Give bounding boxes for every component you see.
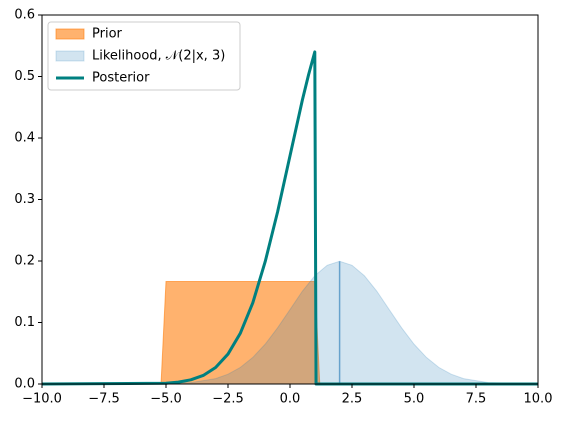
legend-swatch bbox=[55, 50, 85, 62]
legend-label: Likelihood, 𝒩(2|x, 3) bbox=[92, 49, 225, 64]
y-tick-label: 0.3 bbox=[14, 192, 35, 207]
x-tick-label: 10.0 bbox=[524, 392, 553, 407]
x-tick-label: −7.5 bbox=[88, 392, 120, 407]
legend-box bbox=[47, 21, 241, 91]
legend: Prior Likelihood, 𝒩(2|x, 3) Posterior bbox=[47, 21, 241, 91]
area bbox=[41, 260, 539, 385]
y-tick-label: 0.0 bbox=[14, 377, 35, 392]
legend-label: Posterior bbox=[92, 71, 150, 86]
x-tick-label: −2.5 bbox=[212, 392, 244, 407]
legend-swatch bbox=[55, 28, 85, 40]
y-tick-label: 0.4 bbox=[14, 131, 35, 146]
y-tick-label: 0.5 bbox=[14, 69, 35, 84]
legend-label: Prior bbox=[92, 27, 123, 42]
line bbox=[41, 50, 538, 386]
y-tick-label: 0.6 bbox=[14, 8, 35, 23]
x-tick-label: 2.5 bbox=[342, 392, 363, 407]
x-tick-label: 7.5 bbox=[466, 392, 487, 407]
x-tick-label: −10.0 bbox=[22, 392, 62, 407]
x-tick-label: −5.0 bbox=[150, 392, 182, 407]
y-tick-label: 0.1 bbox=[14, 315, 35, 330]
x-tick-label: 0.0 bbox=[280, 392, 301, 407]
x-tick-label: 5.0 bbox=[404, 392, 425, 407]
y-tick-label: 0.2 bbox=[14, 254, 35, 269]
